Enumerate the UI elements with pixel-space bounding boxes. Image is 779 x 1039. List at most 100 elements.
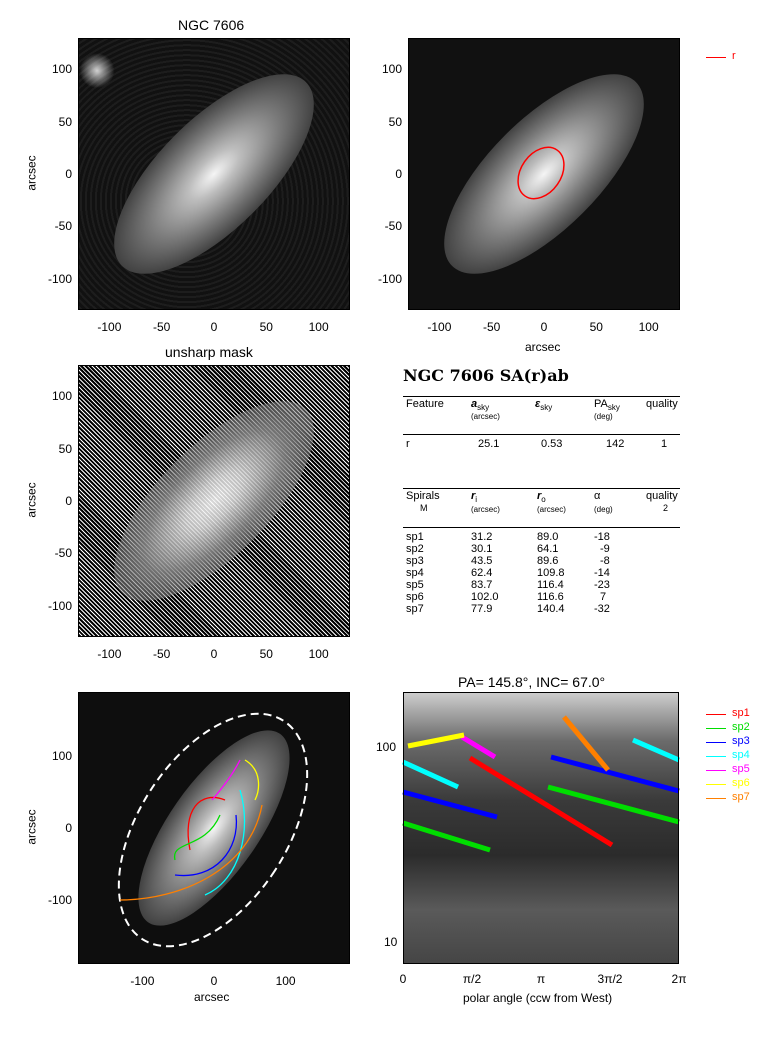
ring-header-feature: Feature [406,398,444,410]
top-right-xtick--100: -100 [427,320,452,334]
spiral-row-name: sp2 [406,543,424,555]
ring-row-eps: 0.53 [541,438,563,450]
spiral-row-ro: 109.8 [537,567,565,579]
top-right-xtick-100: 100 [638,320,659,334]
legend-sp2-label: sp2 [732,721,750,733]
legend-sp5-label: sp5 [732,763,750,775]
spiral-row-ro: 89.0 [537,531,559,543]
bottom-left-xtick-100: 100 [275,974,296,988]
top-left-frame [78,38,350,310]
spiral-header-alpha: α [594,490,601,502]
legend-sp2-line [706,728,726,729]
legend-sp1-label: sp1 [732,707,750,719]
top-left-ytick-0: 0 [65,167,72,181]
spiral-row-name: sp1 [406,531,424,543]
table-rule-2 [403,434,680,435]
spiral-row-name: sp3 [406,555,424,567]
ring-header-pa-unit: (deg) [594,412,613,421]
spiral-row-ri: 43.5 [471,555,493,567]
spiral-row-name: sp5 [406,579,424,591]
top-right-ytick-50: 50 [388,114,402,129]
bottom-left-frame [78,692,350,964]
top-left-xtick-100: 100 [308,320,329,334]
top-left-ytick--100: -100 [47,271,72,286]
legend-r-line [706,57,726,58]
top-left-ytick--50: -50 [54,219,72,234]
mid-left-ytick--50: -50 [54,546,72,561]
polar-xtick-3: 3π/2 [597,972,623,986]
ring-header-pa: PAsky [594,398,620,413]
ring-header-quality: quality [646,398,678,410]
mid-left-ytick-50: 50 [58,441,72,456]
spiral-row-alpha: -8 [600,555,610,567]
spiral-row-ri: 31.2 [471,531,493,543]
spiral-row-ro: 116.6 [537,591,564,603]
mid-left-xtick-0: 0 [210,647,218,661]
polar-xtick-1: π/2 [462,972,482,986]
polar-xtick-4: 2π [671,972,687,986]
legend-sp3-label: sp3 [732,735,750,747]
spiral-header-ro-unit: (arcsec) [537,505,566,514]
table-rule-4 [403,527,680,528]
polar-frame [403,692,679,964]
top-right-frame [408,38,680,310]
ring-header-a: asky [471,398,490,413]
mid-left-ytick--100: -100 [47,598,72,613]
spiral-row-name: sp6 [406,591,424,603]
ring-row-feature: r [406,438,410,450]
spiral-header-alpha-unit: (deg) [594,505,613,514]
spiral-row-name: sp4 [406,567,424,579]
mid-left-ytick-100: 100 [51,389,72,404]
spiral-row-ro: 89.6 [537,555,559,567]
spiral-row-ro: 64.1 [537,543,559,555]
bottom-left-ytick-100: 100 [51,749,72,764]
spiral-header-spirals: Spirals [406,490,440,502]
legend-sp4-label: sp4 [732,749,750,761]
bottom-left-ytick-0: 0 [65,821,72,835]
spiral-header-quality-val: 2 [663,503,669,513]
bottom-left-xtick-0: 0 [210,974,218,988]
spiral-row-alpha: -9 [600,543,610,555]
spiral-row-alpha: -23 [594,579,610,591]
mid-left-xtick-100: 100 [308,647,329,661]
spiral-header-m: M [420,503,428,513]
galaxy-image-panel [78,38,350,310]
spiral-row-ri: 62.4 [471,567,493,579]
spiral-row-ri: 30.1 [471,543,493,555]
ring-row-quality: 1 [661,438,668,450]
top-left-ytick-50: 50 [58,114,72,129]
polar-plot-title: PA= 145.8°, INC= 67.0° [458,674,606,690]
polar-ytick-10: 10 [384,935,398,949]
spiral-row-ri: 102.0 [471,591,499,603]
spiral-header-ri-unit: (arcsec) [471,505,500,514]
top-left-ytick-100: 100 [51,62,72,77]
table-rule-3 [403,488,680,489]
polar-xlabel: polar angle (ccw from West) [463,991,613,1005]
spiral-row-ri: 77.9 [471,603,493,615]
spiral-header-ro: ro [537,490,546,505]
spiral-row-ro: 140.4 [537,603,565,615]
bottom-left-xtick--100: -100 [130,974,155,988]
polar-xtick-0: 0 [399,972,407,986]
legend-sp4-line [706,756,726,757]
top-right-xlabel: arcsec [525,340,561,354]
spiral-row-alpha: 7 [600,591,607,603]
legend-sp3-line [706,742,726,743]
table-rule-1 [403,396,680,397]
top-left-title: NGC 7606 [178,17,245,33]
mid-left-xtick--100: -100 [97,647,122,661]
bottom-left-ytick--100: -100 [47,892,72,907]
mid-left-frame [78,365,350,637]
top-left-xtick--100: -100 [97,320,122,334]
spiral-header-quality: quality [646,490,678,502]
top-right-xtick-0: 0 [540,320,548,334]
mid-left-ylabel: arcsec [24,482,39,518]
spiral-row-alpha: -14 [594,567,610,579]
ring-row-pa: 142 [606,438,625,450]
spiral-row-alpha: -32 [594,603,610,615]
mid-left-xtick--50: -50 [153,647,171,661]
top-left-xtick--50: -50 [153,320,171,334]
ring-header-a-unit: (arcsec) [471,412,500,421]
spiral-row-ro: 116.4 [537,579,564,591]
top-left-xtick-0: 0 [210,320,218,334]
